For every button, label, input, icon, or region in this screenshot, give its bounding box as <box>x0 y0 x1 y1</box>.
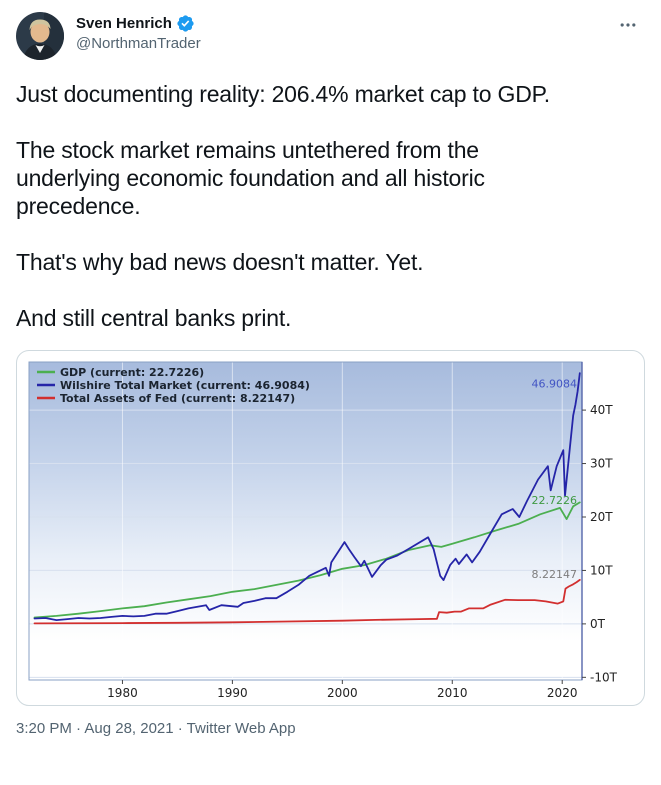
avatar[interactable] <box>16 12 64 60</box>
svg-text:30T: 30T <box>590 457 613 471</box>
gdp-line <box>33 501 581 619</box>
svg-text:1990: 1990 <box>217 686 248 699</box>
svg-text:1980: 1980 <box>107 686 138 699</box>
tweet-text-paragraph: That's why bad news doesn't matter. Yet. <box>16 249 424 275</box>
market-cap-gdp-chart: 40T 30T 20T 10T 0T -10T 1980 1990 2000 2010 2020 G… <box>28 361 618 699</box>
tweet-media-chart-card[interactable]: 40T 30T 20T 10T 0T -10T 1980 1990 2000 2010 2020 G… <box>16 350 645 706</box>
verified-badge-icon <box>176 14 195 33</box>
tweet-text-paragraph: The stock market remains untethered from… <box>16 137 485 219</box>
total-assets-of-fed-legend-label: Total Assets of Fed (current: 8.22147) <box>60 392 295 405</box>
more-button[interactable] <box>611 8 645 42</box>
svg-text:10T: 10T <box>590 563 613 577</box>
tweet-header: Sven Henrich @NorthmanTrader <box>16 12 645 60</box>
avatar-photo <box>16 12 64 60</box>
current-value-annotation: 22.7226 <box>532 494 578 507</box>
wilshire-total-market-line <box>33 372 581 622</box>
svg-text:-10T: -10T <box>590 670 618 684</box>
tweet-text-paragraph: Just documenting reality: 206.4% market … <box>16 81 550 107</box>
current-value-annotation: 46.9084 <box>532 377 578 390</box>
wilshire-total-market-legend-label: Wilshire Total Market (current: 46.9084) <box>60 379 310 392</box>
author-names: Sven Henrich @NorthmanTrader <box>76 12 611 52</box>
tweet: Sven Henrich @NorthmanTrader Just docume… <box>16 12 645 737</box>
plot-background <box>29 362 582 680</box>
tweet-text: Just documenting reality: 206.4% market … <box>16 80 581 332</box>
tweet-text-paragraph: And still central banks print. <box>16 305 292 331</box>
author-name[interactable]: Sven Henrich <box>76 15 172 32</box>
svg-text:2000: 2000 <box>327 686 358 699</box>
axis-labels: 40T 30T 20T 10T 0T -10T 1980 1990 2000 2010 2020 <box>107 403 617 699</box>
gdp-legend-label: GDP (current: 22.7226) <box>60 366 204 379</box>
svg-text:0T: 0T <box>590 617 606 631</box>
total-assets-of-fed-line <box>33 578 581 625</box>
svg-text:20T: 20T <box>590 510 613 524</box>
svg-text:40T: 40T <box>590 403 613 417</box>
svg-text:2010: 2010 <box>437 686 468 699</box>
chart-legend: GDP (current: 22.7226)Wilshire Total Mar… <box>37 366 310 405</box>
more-icon <box>620 23 636 27</box>
value-annotations: 46.9084 22.7226 8.22147 <box>532 377 578 581</box>
author-handle[interactable]: @NorthmanTrader <box>76 35 201 52</box>
current-value-annotation: 8.22147 <box>532 568 578 581</box>
timestamp[interactable]: 3:20 PM · Aug 28, 2021 · Twitter Web App <box>16 720 296 737</box>
svg-text:2020: 2020 <box>547 686 578 699</box>
data-series <box>33 372 581 625</box>
